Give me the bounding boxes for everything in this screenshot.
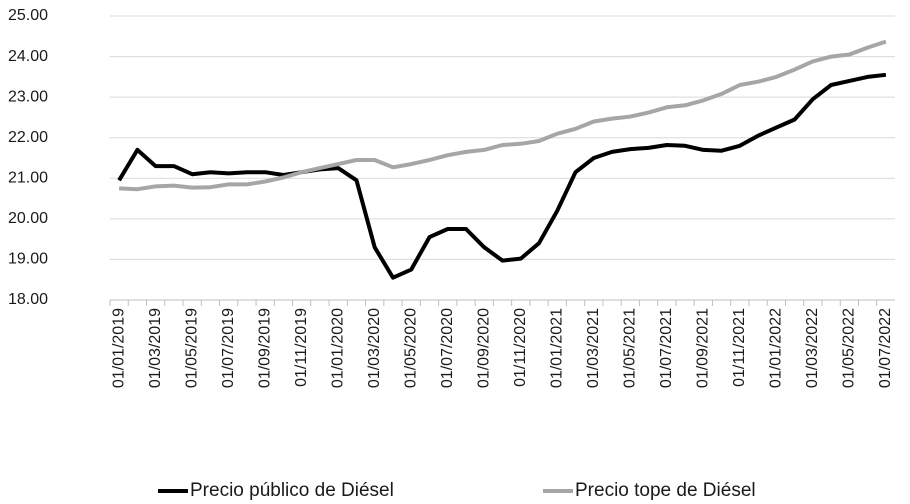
- line-series: [117, 72, 887, 280]
- x-tick-label: 01/03/2019: [147, 308, 164, 388]
- y-tick-label: 19.00: [8, 251, 48, 268]
- y-tick-label: 23.00: [8, 88, 48, 105]
- x-tick-label: 01/01/2020: [329, 308, 346, 388]
- line-series: [119, 39, 887, 192]
- x-tick-label: 01/11/2021: [731, 308, 748, 387]
- x-tick-label: 01/11/2020: [512, 308, 529, 387]
- x-tick-label: 01/05/2022: [841, 308, 858, 388]
- x-tick-label: 01/01/2019: [110, 308, 127, 388]
- x-tick-label: 01/03/2020: [366, 308, 383, 388]
- y-tick-label: 18.00: [8, 291, 48, 308]
- x-tick-label: 01/09/2021: [695, 308, 712, 388]
- x-tick-label: 01/01/2021: [548, 308, 565, 388]
- y-tick-label: 20.00: [8, 210, 48, 227]
- x-tick-label: 01/05/2021: [622, 308, 639, 388]
- x-tick-label: 01/03/2021: [585, 308, 602, 388]
- x-tick-label: 01/07/2022: [877, 308, 894, 388]
- x-tick-label: 01/05/2019: [183, 308, 200, 388]
- x-tick-label: 01/07/2021: [658, 308, 675, 388]
- legend-label: Precio tope de Diésel: [575, 480, 756, 501]
- y-tick-label: 21.00: [8, 170, 48, 187]
- y-tick-label: 25.00: [8, 7, 48, 24]
- x-tick-label: 01/07/2019: [220, 308, 237, 388]
- x-tick-label: 01/07/2020: [439, 308, 456, 388]
- y-tick-label: 24.00: [8, 48, 48, 65]
- x-tick-label: 01/09/2020: [475, 308, 492, 388]
- x-tick-label: 01/01/2022: [768, 308, 785, 388]
- x-tick-label: 01/05/2020: [402, 308, 419, 388]
- x-tick-label: 01/03/2022: [804, 308, 821, 388]
- legend-label: Precio público de Diésel: [190, 480, 394, 501]
- x-tick-label: 01/11/2019: [293, 308, 310, 387]
- x-tick-label: 01/09/2019: [256, 308, 273, 388]
- y-tick-label: 22.00: [8, 129, 48, 146]
